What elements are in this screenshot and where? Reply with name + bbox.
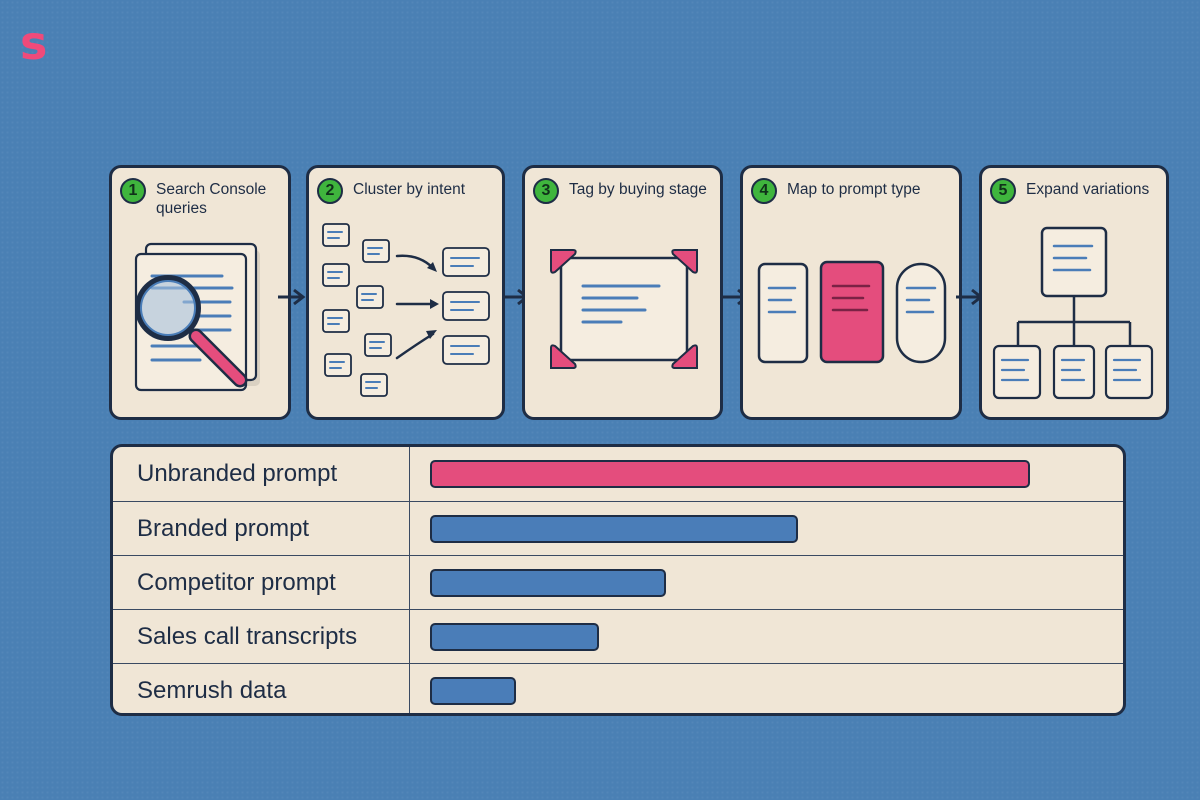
row-label: Branded prompt (137, 515, 310, 542)
row-bar (430, 677, 516, 705)
step-card-3: 3 Tag by buying stage (522, 165, 723, 420)
brand-logo: s (20, 16, 47, 70)
row-bar (430, 460, 1030, 488)
step-number-badge: 2 (317, 178, 343, 204)
row-bar (430, 569, 666, 597)
step-title: Map to prompt type (787, 181, 921, 198)
magnifier-documents-icon (134, 242, 260, 392)
row-bar (430, 515, 798, 543)
step-number-badge: 5 (990, 178, 1016, 204)
prompt-type-cards-icon (757, 260, 947, 364)
step-title: Cluster by intent (353, 181, 465, 198)
cluster-cards-icon (322, 223, 490, 397)
step-title: Expand variations (1026, 181, 1150, 198)
tree-expansion-icon (992, 226, 1154, 400)
arrow-right-icon (278, 288, 306, 306)
step-header-1: 1 Search Console queries (120, 178, 280, 218)
step-card-1: 1 Search Console queries (109, 165, 291, 420)
table-row: Semrush data (113, 663, 1123, 713)
row-label: Sales call transcripts (137, 623, 358, 650)
table-row: Unbranded prompt (113, 447, 1123, 500)
row-label: Semrush data (137, 677, 287, 704)
step-number-badge: 1 (120, 178, 146, 204)
step-title: Tag by buying stage (569, 181, 707, 198)
step-header-2: 2 Cluster by intent (317, 178, 494, 204)
column-divider (409, 447, 410, 713)
step-header-5: 5 Expand variations (990, 178, 1158, 204)
step-card-2: 2 Cluster by intent (306, 165, 505, 420)
row-label: Unbranded prompt (137, 460, 338, 487)
tagged-card-icon (550, 249, 698, 369)
step-card-4: 4 Map to prompt type (740, 165, 962, 420)
step-header-4: 4 Map to prompt type (751, 178, 951, 204)
step-title: Search Console queries (156, 181, 267, 217)
table-row: Branded prompt (113, 501, 1123, 555)
step-card-5: 5 Expand variations (979, 165, 1169, 420)
row-bar (430, 623, 599, 651)
step-number-badge: 3 (533, 178, 559, 204)
table-row: Competitor prompt (113, 555, 1123, 609)
prompt-sources-table: Unbranded prompt Branded prompt Competitor… (110, 444, 1126, 716)
row-label: Competitor prompt (137, 569, 336, 596)
table-row: Sales call transcripts (113, 609, 1123, 663)
step-number-badge: 4 (751, 178, 777, 204)
step-header-3: 3 Tag by buying stage (533, 178, 712, 204)
